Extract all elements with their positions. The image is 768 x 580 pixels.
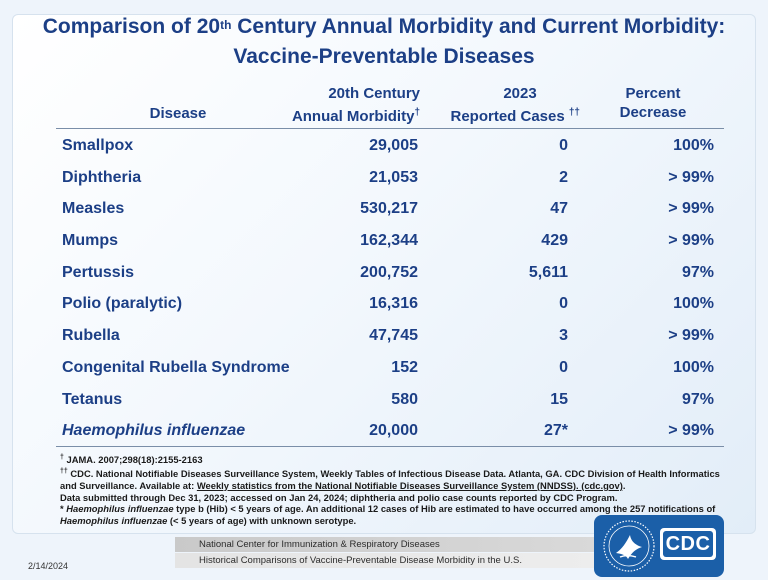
nndss-link[interactable]: Weekly statistics from the National Noti… xyxy=(196,479,623,491)
cdc-logo: CDC xyxy=(594,515,724,577)
footer-presentation-title: Historical Comparisons of Vaccine-Preven… xyxy=(175,553,595,568)
cases-value: 429 xyxy=(541,232,568,250)
title-line-2: Vaccine-Preventable Diseases xyxy=(233,45,535,68)
morbidity-value: 152 xyxy=(391,358,418,376)
morbidity-value: 580 xyxy=(391,390,418,408)
disease-name: Tetanus xyxy=(62,390,123,408)
table-row: Rubella 47,745 3 > 99% xyxy=(56,320,724,352)
percent-value: 100% xyxy=(673,137,714,154)
morbidity-value: 20,000 xyxy=(369,422,418,440)
disease-name: Haemophilus influenzae xyxy=(62,422,246,440)
table-row: Smallpox 29,005 0 100% xyxy=(56,130,724,162)
slide-title: Comparison of 20th Century Annual Morbid… xyxy=(0,12,768,72)
percent-value: 100% xyxy=(673,358,714,376)
percent-value: > 99% xyxy=(668,327,714,345)
header-disease: Disease xyxy=(149,105,207,122)
morbidity-value: 200,752 xyxy=(360,263,418,281)
table-row: Polio (paralytic) 16,316 0 100% xyxy=(56,288,724,320)
cases-value: 2 xyxy=(559,168,568,186)
morbidity-value: 21,053 xyxy=(369,168,418,186)
hhs-eagle-icon xyxy=(603,520,655,572)
table-row: Haemophilus influenzae 20,000 27* > 99% xyxy=(56,415,724,447)
cases-value: 47 xyxy=(550,200,568,218)
disease-name: Smallpox xyxy=(62,137,134,154)
footer-center-name: National Center for Immunization & Respi… xyxy=(175,537,595,552)
disease-name: Diphtheria xyxy=(62,168,142,186)
morbidity-value: 530,217 xyxy=(360,200,418,218)
cases-value: 0 xyxy=(559,358,568,376)
header-reported-cases: 2023 Reported Cases †† xyxy=(450,85,581,125)
header-percent-decrease: Percent Decrease xyxy=(619,85,687,121)
table-row: Diphtheria 21,053 2 > 99% xyxy=(56,162,724,194)
footnote-2: †† CDC. National Notifiable Diseases Sur… xyxy=(60,467,720,491)
morbidity-value: 47,745 xyxy=(369,327,418,345)
footnote-1: † JAMA. 2007;298(18):2155-2163 xyxy=(60,454,203,466)
footnote-hib: * Haemophilus influenzae type b (Hib) < … xyxy=(60,503,716,527)
cases-value: 3 xyxy=(559,327,568,345)
footnotes: † JAMA. 2007;298(18):2155-2163 †† CDC. N… xyxy=(60,452,720,527)
cases-value: 0 xyxy=(559,295,568,313)
disease-name: Congenital Rubella Syndrome xyxy=(62,358,290,376)
table-row: Congenital Rubella Syndrome 152 0 100% xyxy=(56,352,724,384)
slide-date: 2/14/2024 xyxy=(28,561,69,571)
morbidity-table: Smallpox 29,005 0 100% Diphtheria 21,053… xyxy=(56,130,724,447)
disease-name: Polio (paralytic) xyxy=(62,295,183,313)
percent-value: > 99% xyxy=(668,422,714,440)
table-top-rule xyxy=(56,128,724,129)
disease-name: Pertussis xyxy=(62,263,135,281)
cases-value: 5,611 xyxy=(528,263,568,281)
cases-value: 27* xyxy=(543,422,568,440)
title-line-1: Comparison of 20th Century Annual Morbid… xyxy=(42,15,726,38)
percent-value: > 99% xyxy=(668,168,714,186)
cases-value: 15 xyxy=(550,390,568,408)
table-row: Tetanus 580 15 97% xyxy=(56,384,724,416)
table-row: Mumps 162,344 429 > 99% xyxy=(56,225,724,257)
table-bottom-rule xyxy=(56,446,724,447)
table-row: Pertussis 200,752 5,611 97% xyxy=(56,257,724,289)
morbidity-value: 16,316 xyxy=(369,295,418,313)
slide-card xyxy=(12,14,756,534)
header-morbidity: 20th Century Annual Morbidity† xyxy=(291,85,420,125)
morbidity-value: 29,005 xyxy=(369,137,418,154)
morbidity-value: 162,344 xyxy=(360,232,418,250)
disease-name: Measles xyxy=(62,200,125,218)
percent-value: 97% xyxy=(681,263,714,281)
disease-name: Rubella xyxy=(62,327,120,345)
footnote-data-note: Data submitted through Dec 31, 2023; acc… xyxy=(60,491,618,503)
disease-name: Mumps xyxy=(62,232,118,250)
percent-value: 100% xyxy=(673,295,714,313)
cdc-logo-text: CDC xyxy=(663,531,713,557)
percent-value: > 99% xyxy=(668,232,714,250)
table-row: Measles 530,217 47 > 99% xyxy=(56,193,724,225)
cases-value: 0 xyxy=(559,137,568,154)
percent-value: > 99% xyxy=(668,200,714,218)
percent-value: 97% xyxy=(681,390,714,408)
